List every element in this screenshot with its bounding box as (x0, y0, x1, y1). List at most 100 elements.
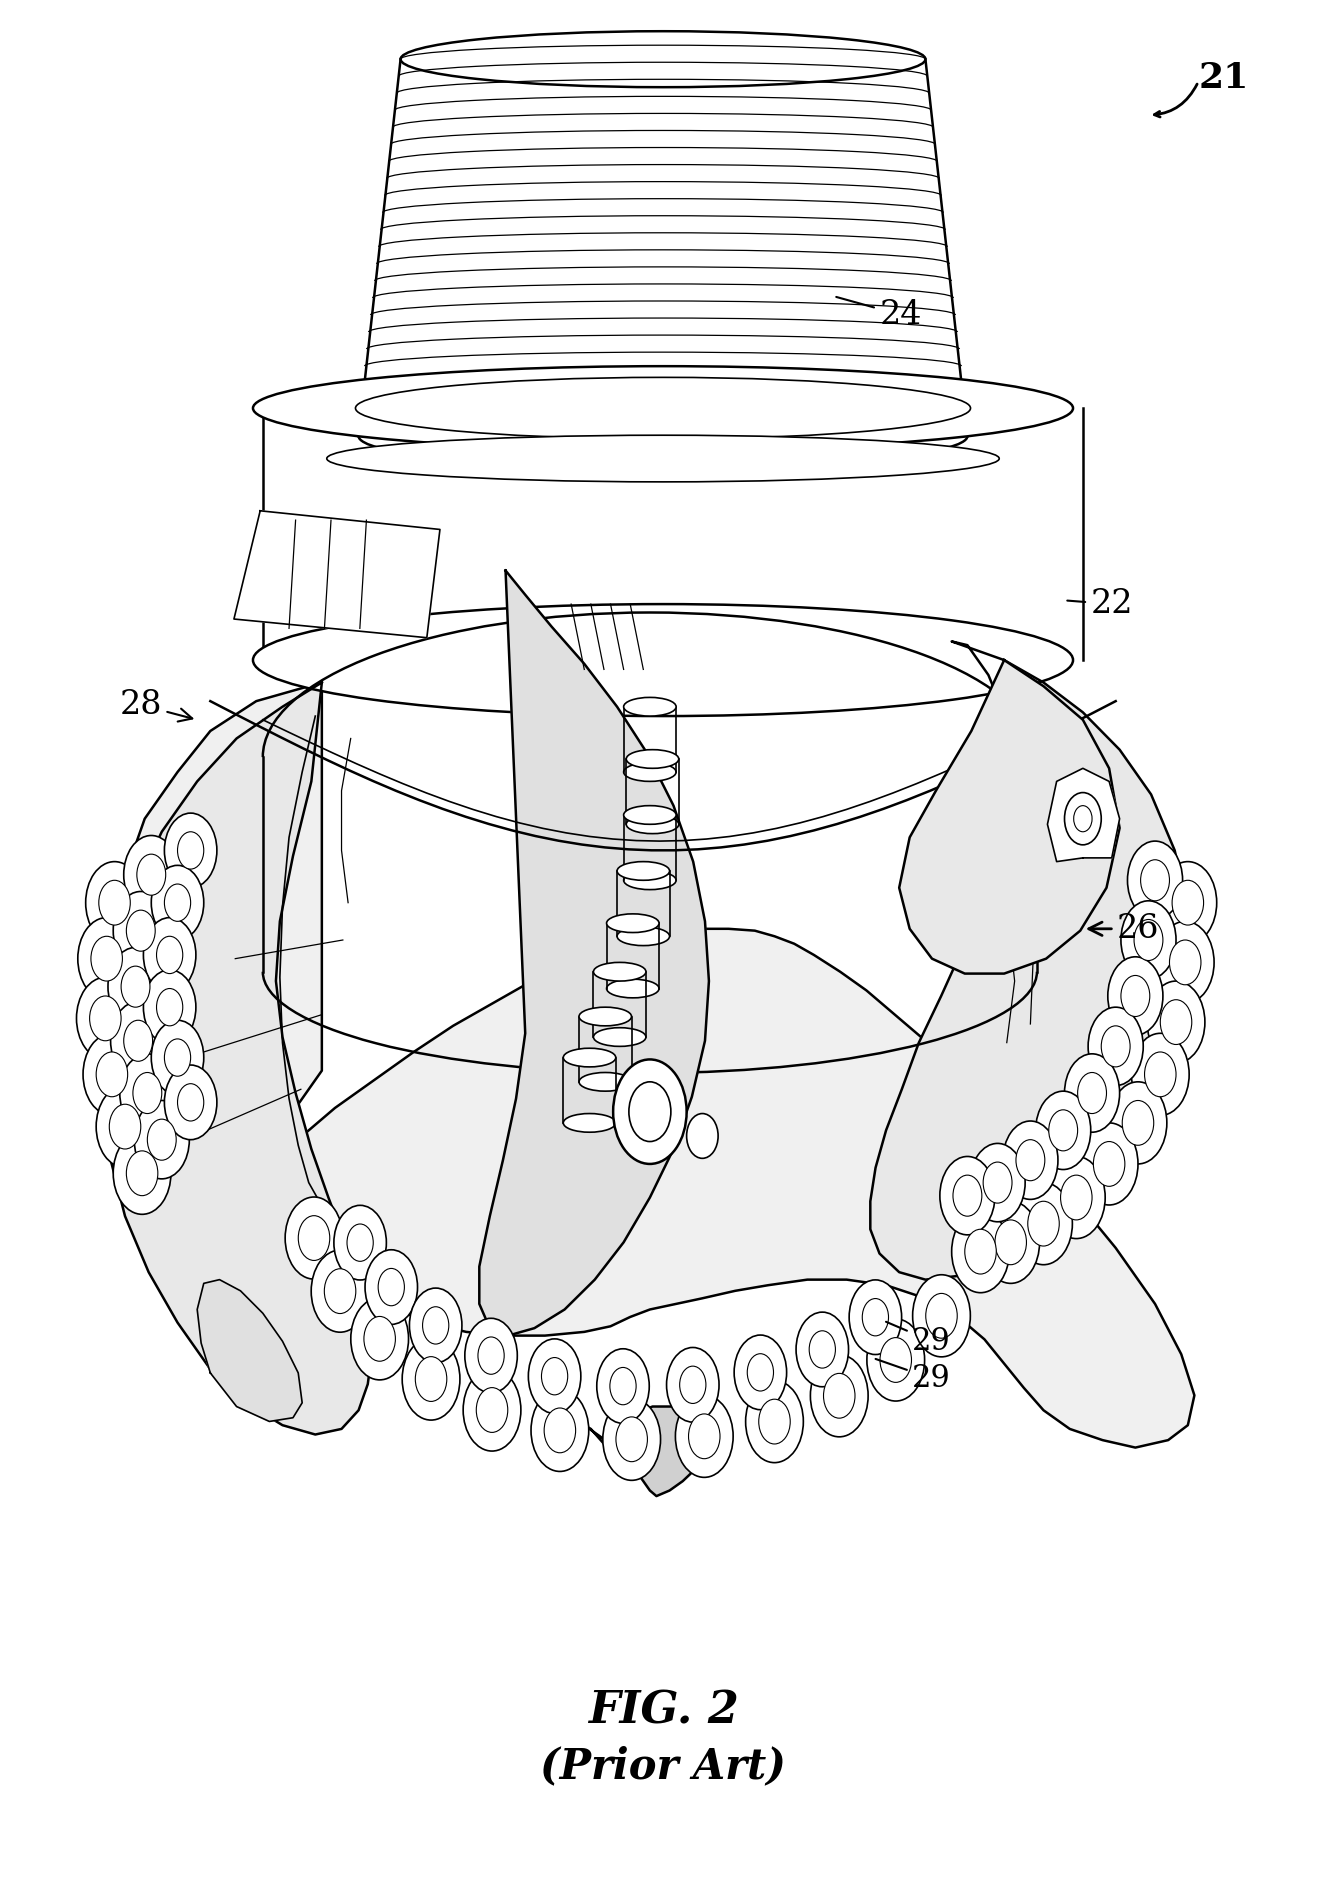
Circle shape (1089, 1008, 1143, 1085)
Circle shape (363, 1316, 395, 1361)
Circle shape (823, 1374, 855, 1418)
Circle shape (1147, 981, 1205, 1064)
Polygon shape (899, 660, 1119, 974)
Circle shape (1140, 859, 1170, 901)
Circle shape (1159, 861, 1217, 944)
Circle shape (530, 1389, 589, 1472)
Circle shape (688, 1414, 720, 1459)
Circle shape (1061, 1175, 1093, 1220)
Circle shape (134, 1100, 190, 1179)
Circle shape (1107, 957, 1163, 1036)
Ellipse shape (579, 1072, 631, 1090)
Circle shape (285, 1198, 343, 1278)
Ellipse shape (623, 763, 676, 782)
Circle shape (1014, 1183, 1073, 1265)
Circle shape (126, 1151, 158, 1196)
Polygon shape (263, 408, 1083, 660)
Ellipse shape (253, 367, 1073, 449)
Circle shape (983, 1162, 1012, 1203)
Circle shape (1074, 807, 1093, 831)
Circle shape (365, 1250, 418, 1324)
Circle shape (994, 1220, 1026, 1265)
Ellipse shape (400, 32, 926, 86)
Polygon shape (479, 570, 709, 1335)
Circle shape (1170, 940, 1201, 985)
Circle shape (334, 1205, 386, 1280)
Polygon shape (101, 682, 371, 1434)
Circle shape (541, 1357, 568, 1395)
Text: FIG. 2: FIG. 2 (587, 1690, 739, 1731)
Text: 22: 22 (1067, 588, 1134, 620)
Circle shape (77, 978, 134, 1060)
Polygon shape (122, 682, 1195, 1448)
Circle shape (796, 1312, 849, 1387)
Circle shape (862, 1299, 888, 1337)
Circle shape (415, 1357, 447, 1401)
Circle shape (603, 1399, 660, 1480)
Text: 21: 21 (1199, 60, 1249, 94)
Circle shape (110, 1002, 166, 1079)
Circle shape (1065, 793, 1102, 844)
Circle shape (477, 1337, 504, 1374)
Circle shape (143, 917, 196, 993)
Circle shape (99, 880, 130, 925)
Circle shape (952, 1211, 1009, 1293)
Circle shape (745, 1380, 804, 1463)
Circle shape (378, 1269, 404, 1307)
Ellipse shape (617, 927, 670, 946)
Circle shape (1120, 976, 1150, 1017)
Circle shape (402, 1339, 460, 1419)
Text: 26: 26 (1089, 914, 1159, 946)
Ellipse shape (579, 1008, 631, 1026)
Circle shape (78, 917, 135, 1000)
Circle shape (143, 970, 196, 1045)
Circle shape (156, 989, 183, 1026)
Circle shape (544, 1408, 575, 1453)
Circle shape (97, 1085, 154, 1167)
Polygon shape (870, 641, 1188, 1280)
Circle shape (151, 1021, 204, 1094)
Circle shape (90, 996, 121, 1042)
Circle shape (1109, 1081, 1167, 1164)
Ellipse shape (617, 861, 670, 880)
Circle shape (1065, 1055, 1119, 1132)
Circle shape (940, 1156, 994, 1235)
Ellipse shape (594, 963, 646, 981)
Text: 29: 29 (875, 1359, 951, 1395)
Circle shape (1016, 1139, 1045, 1181)
Circle shape (1160, 1000, 1192, 1045)
Circle shape (1036, 1090, 1091, 1169)
Ellipse shape (253, 603, 1073, 716)
Ellipse shape (623, 870, 676, 889)
Circle shape (667, 1348, 719, 1421)
Circle shape (1144, 1053, 1176, 1096)
Ellipse shape (326, 434, 1000, 481)
Circle shape (735, 1335, 786, 1410)
Circle shape (849, 1280, 902, 1354)
Circle shape (126, 910, 155, 951)
Circle shape (410, 1288, 461, 1363)
Circle shape (351, 1297, 408, 1380)
Circle shape (156, 936, 183, 974)
Circle shape (91, 936, 122, 981)
Ellipse shape (564, 1113, 615, 1132)
Circle shape (1078, 1072, 1106, 1113)
Circle shape (597, 1348, 650, 1423)
Polygon shape (585, 1406, 728, 1496)
Circle shape (123, 835, 179, 914)
Polygon shape (1048, 769, 1119, 861)
Circle shape (629, 1081, 671, 1141)
Text: 24: 24 (837, 297, 922, 331)
Circle shape (178, 831, 204, 869)
Circle shape (610, 1367, 636, 1404)
Circle shape (1094, 1141, 1124, 1186)
Circle shape (164, 1040, 191, 1075)
Circle shape (109, 1104, 141, 1149)
Circle shape (1002, 1120, 1058, 1199)
Ellipse shape (606, 979, 659, 998)
Circle shape (1172, 880, 1204, 925)
Circle shape (1102, 1026, 1130, 1066)
Circle shape (981, 1201, 1040, 1284)
Circle shape (312, 1250, 369, 1333)
Ellipse shape (564, 1049, 615, 1066)
